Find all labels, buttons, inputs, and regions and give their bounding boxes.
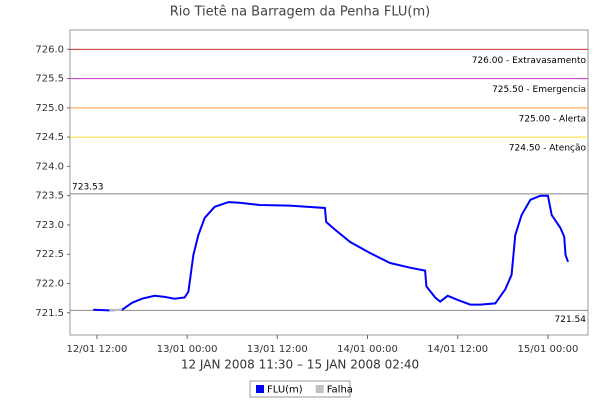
y-tick-label: 722.5 bbox=[35, 249, 64, 260]
x-tick-label: 12/01 12:00 bbox=[67, 344, 128, 355]
chart-title: Rio Tietê na Barragem da Penha FLU(m) bbox=[170, 5, 431, 20]
marker-label: 721.54 bbox=[555, 315, 587, 325]
legend-swatch bbox=[315, 385, 324, 393]
y-tick-label: 723.0 bbox=[35, 220, 64, 231]
y-tick-label: 725.0 bbox=[35, 103, 64, 114]
threshold-label: 726.00 - Extravasamento bbox=[472, 56, 587, 66]
legend-box bbox=[249, 380, 351, 398]
plot-area bbox=[69, 29, 589, 336]
threshold-label: 725.50 - Emergencia bbox=[492, 85, 586, 95]
legend-swatch bbox=[256, 385, 264, 393]
y-tick-label: 724.0 bbox=[35, 161, 64, 172]
legend: FLU(m) Falha bbox=[249, 380, 353, 398]
x-tick-label: 14/01 00:00 bbox=[337, 344, 398, 355]
y-tick-label: 725.5 bbox=[35, 74, 64, 85]
series-line bbox=[93, 194, 569, 312]
x-tick-label: 15/01 00:00 bbox=[517, 344, 578, 355]
series-line bbox=[109, 308, 123, 312]
x-tick-label: 13/01 00:00 bbox=[157, 344, 218, 355]
y-tick-label: 723.5 bbox=[35, 191, 64, 202]
x-tick-label: 14/01 12:00 bbox=[427, 344, 488, 355]
y-tick-label: 722.0 bbox=[35, 278, 64, 289]
threshold-label: 724.50 - Atenção bbox=[509, 144, 587, 154]
x-axis-label: 12 JAN 2008 11:30 – 15 JAN 2008 02:40 bbox=[181, 358, 419, 372]
y-tick-label: 726.0 bbox=[35, 44, 64, 55]
legend-label: FLU(m) bbox=[267, 385, 303, 396]
y-tick-label: 724.5 bbox=[35, 132, 64, 143]
x-tick-label: 13/01 12:00 bbox=[247, 344, 308, 355]
threshold-label: 725.00 - Alerta bbox=[519, 114, 586, 124]
legend-label: Falha bbox=[327, 385, 353, 396]
y-tick-label: 721.5 bbox=[35, 308, 64, 319]
marker-label: 723.53 bbox=[72, 182, 104, 192]
